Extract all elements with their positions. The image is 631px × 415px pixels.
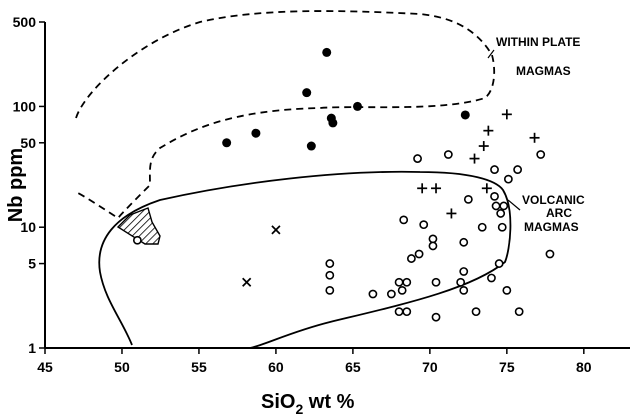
open-circle-point: [497, 222, 507, 232]
open-circle-point: [428, 234, 438, 244]
plus-point: [417, 183, 428, 194]
cross-point-b: [242, 277, 252, 287]
x-tick-label: 45: [37, 359, 53, 375]
open-circle-point: [496, 209, 506, 218]
open-circle-point: [414, 249, 424, 259]
open-circle-point: [503, 174, 513, 184]
filled-circle-point: [302, 88, 312, 98]
y-tick-label: 10: [20, 219, 36, 235]
x-tick-label: 60: [268, 359, 284, 375]
x-tick-label: 75: [499, 359, 515, 375]
y-tick-label: 5: [28, 256, 36, 272]
plus-point: [501, 109, 512, 120]
within-plate-label: WITHIN PLATE: [496, 35, 580, 49]
open-circle-point: [513, 165, 523, 174]
within-plate-region: [75, 10, 496, 220]
open-circle-point: [132, 235, 142, 245]
within-plate-leader: [487, 49, 495, 59]
cross-point: [242, 277, 252, 287]
open-circle-point: [413, 154, 422, 163]
open-circle-point: [431, 312, 441, 322]
x-axis-label: SiO2 wt %: [261, 391, 355, 415]
open-circle-point: [386, 289, 396, 299]
x-tick-label: 65: [345, 359, 361, 375]
open-circle-point: [406, 254, 416, 263]
open-circle-point: [459, 237, 469, 247]
open-circle-point: [536, 150, 546, 159]
open-circle-point: [491, 201, 501, 211]
x-tick-label: 80: [576, 359, 592, 375]
open-circle-point: [499, 201, 509, 211]
open-circle-point: [545, 249, 555, 259]
open-circle-point: [428, 241, 438, 251]
filled-circle-point: [353, 101, 363, 111]
filled-circle-point: [460, 110, 470, 120]
open-circle-point: [399, 215, 409, 225]
plus-point: [446, 208, 457, 219]
open-circle-point: [325, 285, 335, 295]
ticks: 45 50 55 60 65 70 75 80 1 5 10 50 100 500: [13, 14, 592, 375]
x-tick-label: 50: [114, 359, 130, 375]
open-circle-point: [490, 165, 499, 174]
filled-circle-point: [322, 47, 332, 57]
x-tick-label: 70: [422, 359, 438, 375]
x-axis-label-subscript: 2: [295, 401, 303, 415]
open-circle-point: [368, 289, 378, 299]
y-tick-label: 1: [28, 340, 36, 356]
plus-point: [469, 153, 480, 164]
open-circle-point: [487, 273, 496, 283]
y-tick-label: 100: [13, 98, 37, 114]
filled-circle-point: [222, 138, 232, 148]
overlap-hatched-region: [116, 207, 161, 245]
cross-point-b: [271, 225, 281, 235]
data-points: [132, 47, 555, 322]
open-circle-point: [459, 285, 469, 295]
filled-circle-point: [251, 128, 261, 138]
open-circle-point: [325, 270, 335, 280]
axes: [44, 22, 630, 349]
open-circle-point: [443, 150, 453, 159]
y-axis-label: Nb ppm: [5, 148, 27, 222]
cross-point: [271, 225, 281, 235]
open-circle-point: [459, 267, 469, 276]
open-circle-point: [456, 277, 466, 287]
volcanic-arc-label-2: ARC: [546, 206, 572, 220]
volcanic-arc-label-3: MAGMAS: [524, 220, 579, 234]
open-circle-point: [397, 285, 407, 295]
plus-point: [483, 125, 494, 136]
x-tick-label: 55: [191, 359, 207, 375]
filled-circle-point: [306, 141, 316, 151]
filled-circle-point: [328, 118, 338, 128]
open-circle-point: [402, 307, 412, 317]
open-circle-point: [514, 307, 524, 317]
open-circle-point: [494, 259, 504, 268]
open-circle-point: [402, 277, 412, 287]
volcanic-arc-region: [98, 170, 512, 349]
plus-point: [478, 141, 489, 152]
open-circle-point: [502, 285, 512, 295]
open-circle-point: [463, 194, 473, 204]
open-circle-point: [325, 259, 335, 268]
open-circle-point: [471, 307, 481, 317]
volcanic-arc-leader: [507, 199, 521, 211]
within-plate-label-2: MAGMAS: [516, 64, 571, 78]
regions: [75, 10, 512, 349]
plus-point: [431, 183, 442, 194]
plus-point: [529, 132, 540, 143]
y-tick-label: 500: [13, 14, 37, 30]
y-tick-label: 50: [20, 135, 36, 151]
open-circle-point: [394, 277, 404, 287]
open-circle-point: [394, 307, 404, 317]
open-circle-point: [477, 222, 487, 232]
open-circle-point: [490, 191, 499, 201]
open-circle-point: [431, 277, 441, 287]
open-circle-point: [419, 220, 429, 230]
volcanic-arc-label: VOLCANIC: [522, 193, 585, 207]
plus-point: [481, 183, 492, 194]
